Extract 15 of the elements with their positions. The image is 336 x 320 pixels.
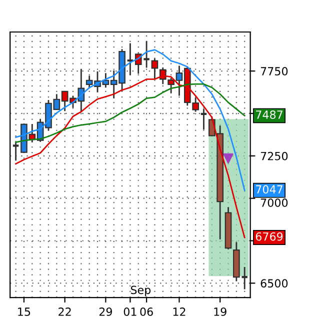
data-label: 6769 [256,232,283,241]
y-tick-label: 7250 [260,152,288,160]
x-tick-label: 15 [18,308,30,316]
annotation: Sep [130,286,151,296]
y-tick-label: 6500 [260,279,288,288]
data-label: 7487 [256,110,282,119]
y-tick-label: 7750 [260,67,288,76]
x-tick-label: 29 [99,308,112,316]
x-tick-label: 22 [58,308,71,316]
x-tick-label: 12 [173,308,186,316]
x-tick-label: 01 [124,308,136,316]
data-label: 7047 [256,185,282,194]
x-tick-label: 19 [214,308,226,316]
y-tick-label: 7000 [260,198,288,207]
x-tick-label: 06 [140,308,153,316]
